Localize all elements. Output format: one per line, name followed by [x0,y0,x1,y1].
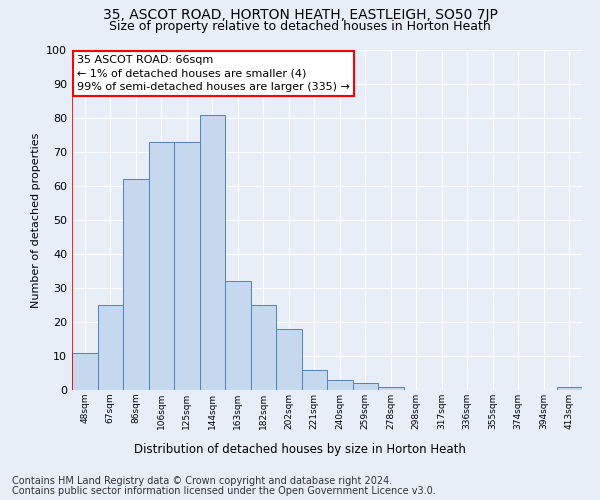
Bar [378,386,404,390]
Bar [174,142,199,390]
Bar [97,305,123,390]
Bar [557,386,582,390]
Text: Contains HM Land Registry data © Crown copyright and database right 2024.: Contains HM Land Registry data © Crown c… [12,476,392,486]
Text: 35, ASCOT ROAD, HORTON HEATH, EASTLEIGH, SO50 7JP: 35, ASCOT ROAD, HORTON HEATH, EASTLEIGH,… [103,8,497,22]
Bar [123,179,149,390]
Bar [72,352,97,390]
Bar [276,329,302,390]
Text: 35 ASCOT ROAD: 66sqm
← 1% of detached houses are smaller (4)
99% of semi-detache: 35 ASCOT ROAD: 66sqm ← 1% of detached ho… [77,55,350,92]
Bar [251,305,276,390]
Bar [225,281,251,390]
Bar [199,114,225,390]
Bar [353,383,378,390]
Bar [149,142,174,390]
Text: Distribution of detached houses by size in Horton Heath: Distribution of detached houses by size … [134,442,466,456]
Text: Size of property relative to detached houses in Horton Heath: Size of property relative to detached ho… [109,20,491,33]
Y-axis label: Number of detached properties: Number of detached properties [31,132,41,308]
Bar [327,380,353,390]
Text: Contains public sector information licensed under the Open Government Licence v3: Contains public sector information licen… [12,486,436,496]
Bar [302,370,327,390]
